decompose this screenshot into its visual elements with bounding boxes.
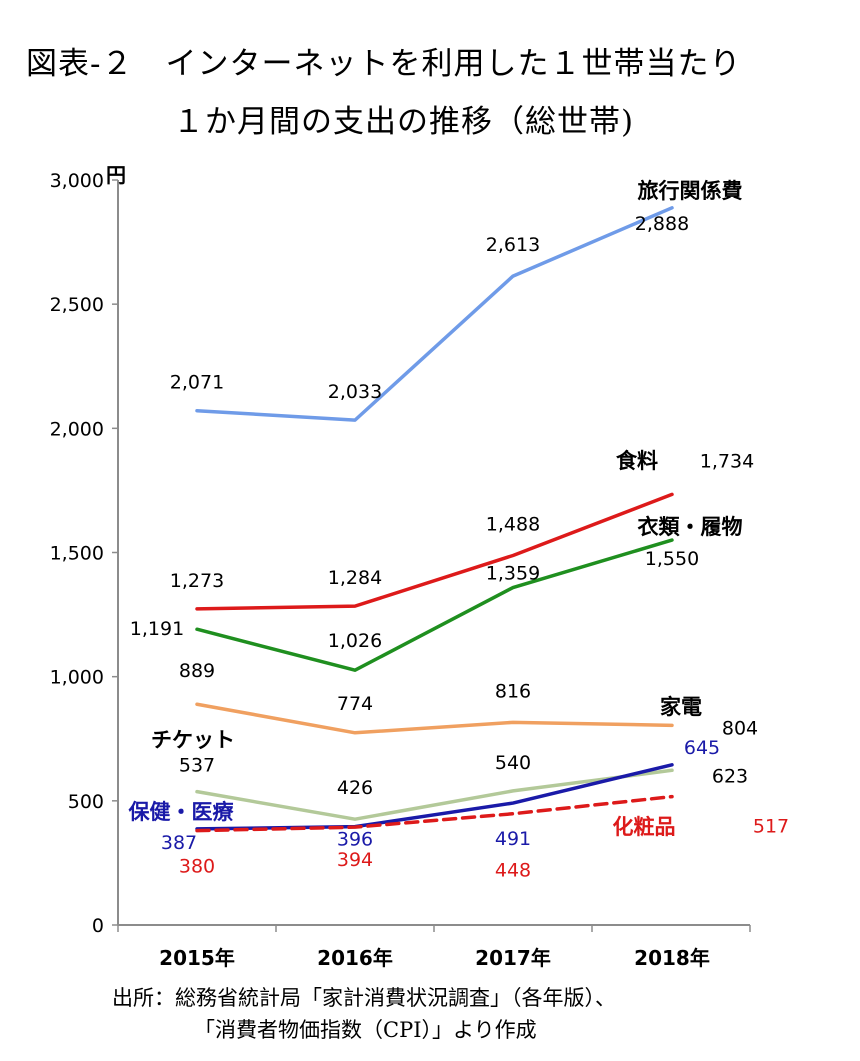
series-line <box>195 702 674 735</box>
data-label: 816 <box>495 680 531 702</box>
y-tick-label: 3,000 <box>50 170 104 192</box>
y-tick-label: 0 <box>92 915 104 937</box>
x-tick-label: 2018年 <box>634 946 710 970</box>
data-label: 1,488 <box>486 513 540 535</box>
chart-title-line2: １か月間の支出の推移（総世帯) <box>173 104 635 140</box>
data-label: 426 <box>337 777 373 799</box>
y-tick-label: 1,500 <box>50 543 104 565</box>
data-label: 1,273 <box>170 570 224 592</box>
series-name-label: 化粧品 <box>613 815 676 839</box>
series-line <box>195 538 674 672</box>
source-note-line1: 出所：総務省統計局「家計消費状況調査」（各年版）、 <box>112 986 616 1010</box>
x-tick-label: 2015年 <box>159 946 235 970</box>
data-label: 2,888 <box>635 213 689 235</box>
source-note-line2: 「消費者物価指数（CPI）」より作成 <box>194 1018 537 1042</box>
data-label: 517 <box>753 816 789 838</box>
series-line <box>195 492 674 611</box>
data-label: 448 <box>495 860 531 882</box>
series-name-label: 衣類・履物 <box>638 515 743 539</box>
data-label: 394 <box>337 849 373 871</box>
data-label: 774 <box>337 693 373 715</box>
y-tick-label: 2,500 <box>50 294 104 316</box>
chart-title-line1: 図表‐２ インターネットを利用した１世帯当たり <box>26 46 742 82</box>
data-label: 889 <box>179 660 215 682</box>
data-label: 396 <box>337 829 373 851</box>
data-label: 645 <box>684 737 720 759</box>
data-label: 2,033 <box>328 381 382 403</box>
data-label: 380 <box>179 856 215 878</box>
x-tick-label: 2017年 <box>475 946 551 970</box>
data-label: 623 <box>712 765 748 787</box>
y-tick-label: 2,000 <box>50 418 104 440</box>
series-name-label: 保健・医療 <box>128 800 235 824</box>
data-label: 540 <box>495 752 531 774</box>
data-label: 491 <box>495 828 531 850</box>
data-label: 537 <box>179 755 215 777</box>
y-tick-label: 1,000 <box>50 667 104 689</box>
data-label: 1,359 <box>486 563 540 585</box>
series-name-label: 旅行関係費 <box>638 179 743 203</box>
series-name-label: チケット <box>151 728 235 752</box>
series-line <box>195 794 674 833</box>
data-label: 1,550 <box>645 548 699 570</box>
x-tick-label: 2016年 <box>317 946 393 970</box>
data-label: 387 <box>161 832 197 854</box>
data-label: 1,191 <box>130 618 184 640</box>
y-axis-unit-label: 円 <box>106 163 126 187</box>
series-line <box>195 768 674 821</box>
data-label: 2,613 <box>486 234 540 256</box>
data-label: 804 <box>722 717 758 739</box>
data-label: 1,734 <box>700 450 754 472</box>
data-label: 1,026 <box>328 630 382 652</box>
series-name-label: 食料 <box>616 449 658 473</box>
data-label: 1,284 <box>328 567 382 589</box>
series-line <box>195 206 674 422</box>
data-label: 2,071 <box>170 372 224 394</box>
series-name-label: 家電 <box>660 695 702 719</box>
y-tick-label: 500 <box>68 791 104 813</box>
line-chart: 0 500 1,000 1,500 2,000 2,500 3,000 円 2015年 2016年… <box>50 163 790 970</box>
